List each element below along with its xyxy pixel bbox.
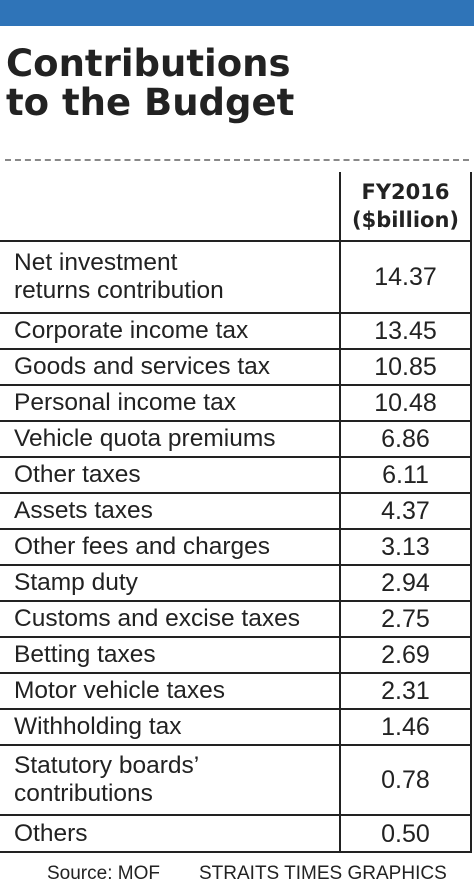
title-line-2: to the Budget bbox=[6, 81, 295, 124]
row-value: 3.13 bbox=[381, 532, 430, 561]
row-label: Goods and services tax bbox=[14, 353, 271, 380]
row-label: Others bbox=[14, 820, 88, 847]
row-value: 2.69 bbox=[381, 640, 430, 669]
table-row: Customs and excise taxes 2.75 bbox=[0, 602, 472, 638]
table-row: Vehicle quota premiums 6.86 bbox=[0, 422, 472, 458]
table-row: Statutory boards’ contributions 0.78 bbox=[0, 746, 472, 816]
row-label: Other fees and charges bbox=[14, 533, 271, 560]
column-header: FY2016 ($billion) bbox=[341, 172, 470, 240]
row-label: Net investment returns contribution bbox=[14, 249, 224, 304]
row-label: Betting taxes bbox=[14, 641, 156, 668]
row-value: 2.75 bbox=[381, 604, 430, 633]
table-row: Goods and services tax 10.85 bbox=[0, 350, 472, 386]
row-label: Personal income tax bbox=[14, 389, 236, 416]
row-value: 6.11 bbox=[382, 460, 429, 489]
column-divider bbox=[339, 172, 341, 852]
table-row: Betting taxes 2.69 bbox=[0, 638, 472, 674]
row-value: 2.31 bbox=[381, 676, 430, 705]
table-row: Motor vehicle taxes 2.31 bbox=[0, 674, 472, 710]
table-row: Personal income tax 10.48 bbox=[0, 386, 472, 422]
graphics-credit: STRAITS TIMES GRAPHICS bbox=[199, 863, 447, 884]
top-accent-bar bbox=[0, 0, 474, 26]
chart-title: Contributions to the Budget bbox=[6, 44, 294, 122]
row-label: Assets taxes bbox=[14, 497, 153, 524]
row-label: Motor vehicle taxes bbox=[14, 677, 226, 704]
table-row: Others 0.50 bbox=[0, 816, 472, 852]
source-note: Source: MOF bbox=[47, 863, 160, 884]
table-row: Other taxes 6.11 bbox=[0, 458, 472, 494]
row-value: 0.50 bbox=[381, 819, 430, 848]
row-label: Corporate income tax bbox=[14, 317, 249, 344]
row-value: 13.45 bbox=[374, 316, 437, 345]
row-value: 0.78 bbox=[381, 765, 430, 794]
row-value: 2.94 bbox=[381, 568, 430, 597]
row-value: 10.85 bbox=[374, 352, 437, 381]
dashed-divider bbox=[5, 159, 469, 161]
row-label: Other taxes bbox=[14, 461, 141, 488]
column-header-unit: ($billion) bbox=[351, 208, 459, 232]
table-row: Other fees and charges 3.13 bbox=[0, 530, 472, 566]
column-header-year: FY2016 bbox=[361, 180, 450, 204]
row-value: 4.37 bbox=[381, 496, 430, 525]
title-line-1: Contributions bbox=[6, 42, 291, 85]
row-label: Customs and excise taxes bbox=[14, 605, 300, 632]
row-value: 6.86 bbox=[381, 424, 430, 453]
row-label: Stamp duty bbox=[14, 569, 138, 596]
table-row: Assets taxes 4.37 bbox=[0, 494, 472, 530]
table-row: Withholding tax 1.46 bbox=[0, 710, 472, 746]
row-value: 14.37 bbox=[374, 262, 437, 291]
table-row: Stamp duty 2.94 bbox=[0, 566, 472, 602]
row-value: 10.48 bbox=[374, 388, 437, 417]
footer: Source: MOF STRAITS TIMES GRAPHICS bbox=[0, 858, 474, 890]
row-label: Statutory boards’ contributions bbox=[14, 752, 200, 807]
data-table bbox=[0, 172, 472, 853]
table-row: Corporate income tax 13.45 bbox=[0, 314, 472, 350]
row-value: 1.46 bbox=[381, 712, 430, 741]
header-divider bbox=[0, 240, 472, 242]
row-label: Vehicle quota premiums bbox=[14, 425, 276, 452]
table-row: Net investment returns contribution 14.37 bbox=[0, 242, 472, 314]
row-label: Withholding tax bbox=[14, 713, 182, 740]
